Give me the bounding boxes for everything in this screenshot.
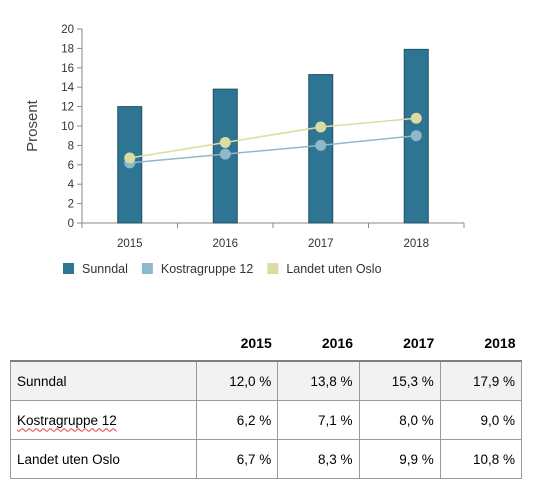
legend-swatch bbox=[267, 263, 279, 274]
table-header-cell: 2017 bbox=[403, 335, 435, 351]
table-cell: 8,3 % bbox=[277, 439, 359, 479]
table-cell: 6,7 % bbox=[195, 439, 278, 479]
table-header-cell: 2015 bbox=[240, 335, 272, 351]
row-label: Sunndal bbox=[10, 360, 197, 401]
y-tick-label: 14 bbox=[61, 82, 74, 94]
table-cell: 9,0 % bbox=[439, 400, 523, 440]
y-tick-label: 16 bbox=[61, 63, 74, 75]
table-header-cell: 2018 bbox=[484, 335, 516, 351]
table-cell: 10,8 % bbox=[439, 439, 523, 479]
data-point bbox=[315, 139, 327, 151]
legend-swatch bbox=[63, 263, 74, 274]
x-tick-label: 2018 bbox=[403, 238, 429, 250]
table-cell: 8,0 % bbox=[358, 400, 441, 440]
data-table: 2015 2016 2017 2018 Sunndal 12,0 % 13,8 … bbox=[10, 326, 523, 479]
x-tick-label: 2015 bbox=[117, 238, 143, 250]
table-cell: 7,1 % bbox=[277, 400, 359, 440]
table-row: Sunndal 12,0 % 13,8 % 15,3 % 17,9 % bbox=[10, 360, 523, 401]
table-cell: 15,3 % bbox=[358, 360, 441, 401]
data-point bbox=[410, 112, 422, 124]
data-point bbox=[315, 121, 327, 133]
legend-swatch bbox=[141, 263, 153, 274]
table-row: Kostragruppe 12 6,2 % 7,1 % 8,0 % 9,0 % bbox=[10, 400, 523, 440]
x-tick-label: 2016 bbox=[212, 238, 238, 250]
data-point bbox=[219, 136, 231, 148]
table-cell: 13,8 % bbox=[277, 360, 359, 401]
y-tick-label: 0 bbox=[68, 218, 74, 230]
table-row: Landet uten Oslo 6,7 % 8,3 % 9,9 % 10,8 … bbox=[10, 439, 523, 479]
y-tick-label: 8 bbox=[68, 140, 74, 152]
chart: 0 2 4 6 8 10 12 14 16 18 20 2015 2016 2017 2018 Prosent… bbox=[24, 24, 465, 276]
legend-label: Sunndal bbox=[82, 262, 128, 276]
legend-label: Landet uten Oslo bbox=[286, 262, 381, 276]
y-tick-label: 12 bbox=[61, 102, 74, 114]
table-cell: 17,9 % bbox=[439, 360, 523, 401]
y-axis-label: Prosent bbox=[24, 99, 41, 152]
x-tick-label: 2017 bbox=[308, 238, 334, 250]
y-tick-label: 20 bbox=[61, 24, 74, 36]
y-tick-label: 18 bbox=[61, 43, 74, 55]
y-tick-label: 10 bbox=[61, 121, 74, 133]
table-header-cell: 2016 bbox=[321, 335, 353, 351]
row-label: Kostragruppe 12 bbox=[10, 400, 197, 440]
table-cell: 12,0 % bbox=[195, 360, 278, 401]
data-point bbox=[219, 148, 231, 160]
y-tick-label: 4 bbox=[68, 179, 75, 191]
row-label: Landet uten Oslo bbox=[10, 439, 197, 479]
series-line bbox=[129, 117, 417, 159]
series-line bbox=[129, 134, 417, 164]
table-header-row: 2015 2016 2017 2018 bbox=[11, 326, 522, 361]
y-tick-label: 2 bbox=[68, 199, 74, 211]
table-cell: 9,9 % bbox=[358, 439, 441, 479]
legend-label: Kostragruppe 12 bbox=[161, 262, 253, 276]
data-point bbox=[124, 152, 136, 164]
row-label-text: Kostragruppe 12 bbox=[17, 412, 117, 428]
table-cell: 6,2 % bbox=[195, 400, 278, 440]
data-point bbox=[410, 130, 422, 142]
y-tick-label: 6 bbox=[68, 160, 74, 172]
table-header-cell bbox=[11, 326, 197, 361]
